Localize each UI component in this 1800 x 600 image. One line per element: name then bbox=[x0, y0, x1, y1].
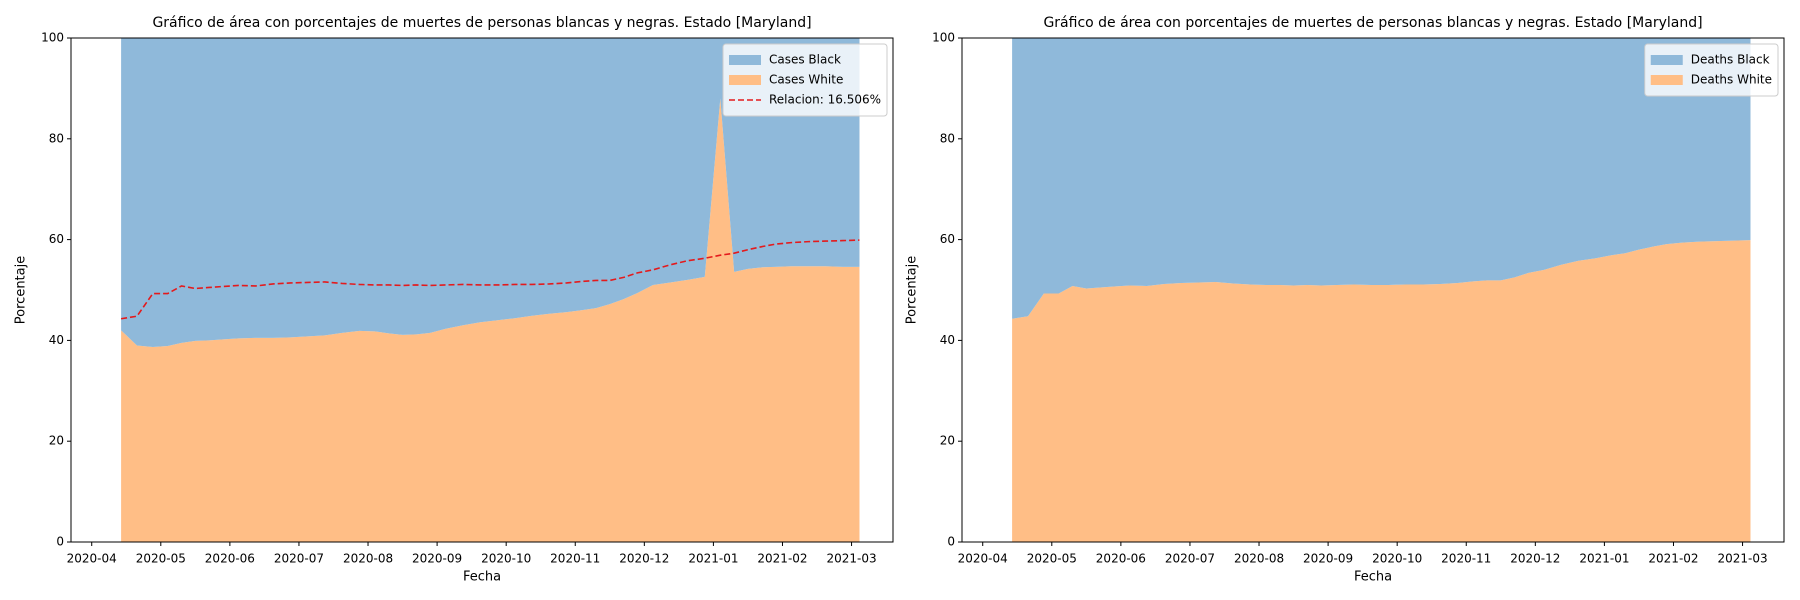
y-tick-label: 0 bbox=[56, 535, 64, 549]
y-tick-label: 20 bbox=[940, 434, 955, 448]
x-tick-label: 2021-02 bbox=[757, 552, 807, 566]
x-tick-label: 2021-03 bbox=[1717, 552, 1767, 566]
x-tick-label: 2020-06 bbox=[1096, 552, 1146, 566]
x-tick-label: 2020-11 bbox=[550, 552, 600, 566]
x-tick-label: 2020-10 bbox=[481, 552, 531, 566]
panel: 0 20 40 60 80 100 2020-04 2020-05 2020-06 2020-07… bbox=[14, 15, 894, 585]
x-tick-label: 2020-07 bbox=[1165, 552, 1215, 566]
x-tick-label: 2020-12 bbox=[1510, 552, 1560, 566]
area bbox=[121, 98, 860, 542]
legend-label: Relacion: 16.506% bbox=[769, 93, 881, 107]
area bbox=[1012, 38, 1751, 319]
x-tick-label: 2020-06 bbox=[205, 552, 255, 566]
y-tick-label: 80 bbox=[49, 131, 64, 145]
y-tick-label: 40 bbox=[49, 333, 64, 347]
axes-frame bbox=[961, 37, 1785, 543]
y-tick-label: 60 bbox=[49, 232, 64, 246]
area bbox=[121, 38, 860, 347]
axes-frame bbox=[70, 37, 894, 543]
x-tick-label: 2020-05 bbox=[1027, 552, 1077, 566]
legend-label: Deaths White bbox=[1691, 73, 1772, 87]
panel: 0 20 40 60 80 100 2020-04 2020-05 2020-06 2020-07… bbox=[905, 15, 1785, 585]
y-tick-label: 0 bbox=[947, 535, 955, 549]
x-tick-label: 2020-04 bbox=[67, 552, 117, 566]
x-tick-label: 2020-08 bbox=[343, 552, 393, 566]
x-tick-label: 2020-09 bbox=[1303, 552, 1353, 566]
chart-title: Gráfico de área con porcentajes de muert… bbox=[152, 15, 811, 31]
x-tick-label: 2021-01 bbox=[688, 552, 738, 566]
y-axis-label: Porcentaje bbox=[14, 256, 29, 324]
chart-title: Gráfico de área con porcentajes de muert… bbox=[1043, 15, 1702, 31]
x-tick-label: 2020-11 bbox=[1441, 552, 1491, 566]
y-tick-label: 20 bbox=[49, 434, 64, 448]
legend-swatch bbox=[1650, 75, 1683, 85]
area bbox=[1012, 240, 1751, 542]
x-axis-label: Fecha bbox=[1354, 570, 1392, 585]
y-tick-label: 80 bbox=[940, 131, 955, 145]
x-tick-label: 2021-01 bbox=[1579, 552, 1629, 566]
x-tick-label: 2020-08 bbox=[1234, 552, 1284, 566]
y-tick-label: 100 bbox=[932, 31, 955, 45]
legend-swatch bbox=[1650, 55, 1683, 65]
legend: Deaths Black Deaths White bbox=[1644, 43, 1779, 97]
legend-label: Cases Black bbox=[769, 53, 841, 67]
x-tick-label: 2021-02 bbox=[1648, 552, 1698, 566]
x-axis-label: Fecha bbox=[463, 570, 501, 585]
x-tick-label: 2020-04 bbox=[958, 552, 1008, 566]
x-tick-label: 2020-12 bbox=[619, 552, 669, 566]
legend-box bbox=[722, 43, 888, 117]
y-tick-label: 40 bbox=[940, 333, 955, 347]
y-axis-label: Porcentaje bbox=[905, 256, 920, 324]
y-tick-label: 60 bbox=[940, 232, 955, 246]
legend-swatch bbox=[729, 55, 761, 65]
legend-label: Cases White bbox=[769, 73, 843, 87]
x-tick-label: 2020-07 bbox=[274, 552, 324, 566]
x-tick-label: 2020-05 bbox=[136, 552, 186, 566]
legend-swatch bbox=[729, 75, 761, 85]
x-tick-label: 2020-09 bbox=[412, 552, 462, 566]
legend: Cases Black Cases White Relacion: 16.506% bbox=[722, 43, 888, 117]
x-tick-label: 2020-10 bbox=[1372, 552, 1422, 566]
legend-label: Deaths Black bbox=[1691, 53, 1770, 67]
line bbox=[120, 239, 860, 320]
x-tick-label: 2021-03 bbox=[826, 552, 876, 566]
y-tick-label: 100 bbox=[41, 31, 64, 45]
